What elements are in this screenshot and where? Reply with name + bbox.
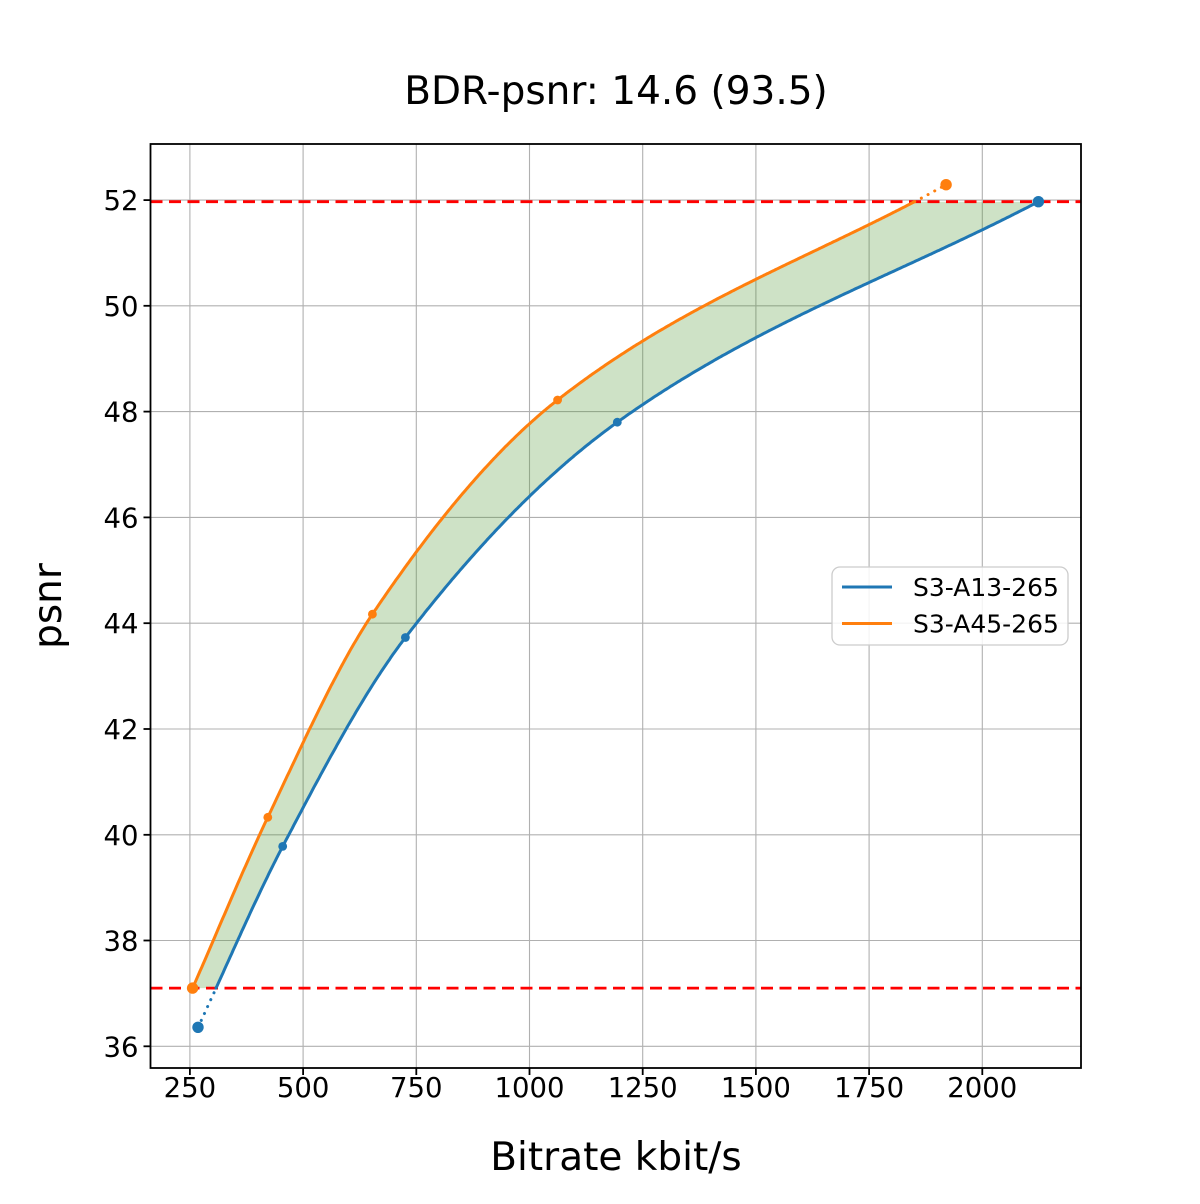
x-tick-label: 250: [164, 1072, 217, 1104]
y-axis-label: psnr: [26, 562, 71, 649]
y-tick-label: 40: [104, 820, 139, 852]
legend: S3-A13-265 S3-A45-265: [831, 566, 1069, 646]
x-axis-label: Bitrate kbit/s: [490, 1135, 741, 1180]
x-tick-label: 1500: [721, 1072, 791, 1104]
data-point-marker-s3-a13-265: [192, 1021, 204, 1033]
y-tick-label: 36: [104, 1031, 139, 1063]
y-tick-label: 44: [104, 608, 139, 640]
bound-lines-layer: [150, 200, 1081, 990]
x-tick-label: 500: [277, 1072, 330, 1104]
y-tick-label: 52: [104, 185, 139, 217]
series-extrapolation-s3-a13-265: [196, 986, 218, 1029]
data-point-marker-s3-a45-265: [368, 609, 377, 619]
data-point-marker-s3-a45-265: [186, 982, 199, 994]
series-line-s3-a13-265: [214, 200, 1040, 990]
axis-ticks-layer: 250 500 750 1000 1250 1500 1750 2000 36 38 40 42 44 4…: [104, 185, 1018, 1104]
x-tick-label: 1750: [834, 1072, 904, 1104]
y-tick-label: 48: [104, 397, 139, 429]
legend-label-s3-a13-265: S3-A13-265: [913, 573, 1059, 602]
plot-border: [149, 143, 1082, 1069]
x-tick-label: 750: [390, 1072, 443, 1104]
y-tick-label: 46: [104, 502, 139, 534]
series-layer: [186, 179, 1045, 1033]
data-point-marker-s3-a13-265: [1032, 196, 1045, 208]
x-tick-label: 1250: [608, 1072, 678, 1104]
data-point-marker-s3-a13-265: [278, 842, 288, 851]
legend-label-s3-a45-265: S3-A45-265: [913, 610, 1059, 639]
y-tick-label: 42: [104, 714, 139, 746]
series-extrapolation-s3-a45-265: [913, 183, 948, 204]
data-point-marker-s3-a45-265: [263, 812, 273, 822]
y-tick-label: 50: [104, 291, 139, 323]
y-tick-label: 38: [104, 926, 139, 958]
data-point-marker-s3-a13-265: [401, 633, 410, 642]
x-tick-label: 2000: [947, 1072, 1017, 1104]
x-tick-label: 1000: [495, 1072, 565, 1104]
chart-title: BDR-psnr: 14.6 (93.5): [404, 69, 828, 114]
data-point-marker-s3-a45-265: [553, 395, 562, 405]
data-point-marker-s3-a13-265: [612, 417, 622, 427]
data-point-marker-s3-a45-265: [940, 179, 952, 191]
